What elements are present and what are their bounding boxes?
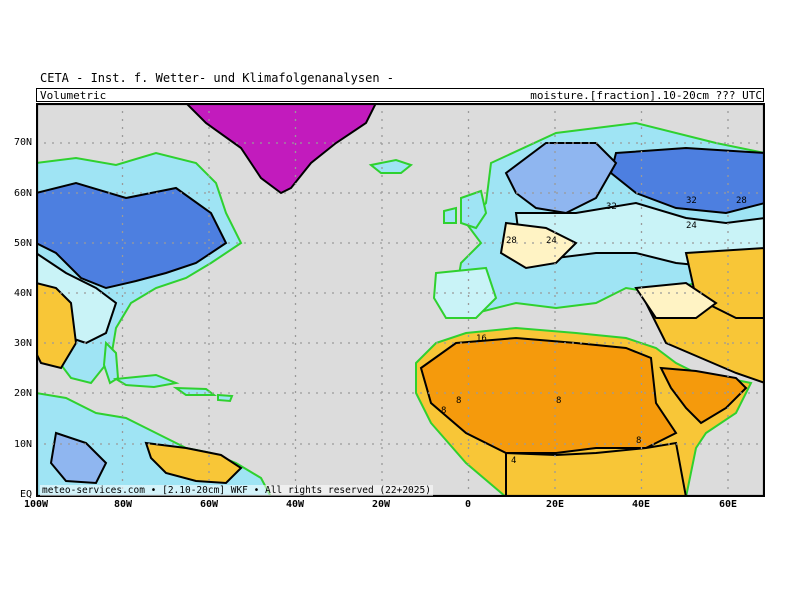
lat-label-70n: 70N xyxy=(13,137,32,148)
map-title: CETA - Inst. f. Wetter- und Klimafolgena… xyxy=(40,71,395,85)
lon-label-80w: 80W xyxy=(113,499,133,510)
contour-label: 8 xyxy=(636,436,641,446)
lat-lon-grid xyxy=(36,103,765,497)
lon-label-20w: 20W xyxy=(371,499,391,510)
variable-label: Volumetric xyxy=(40,89,107,102)
contour-label: 16 xyxy=(476,334,487,344)
map-area: 32 32 28 24 24 28 16 8 4 8 8 8 xyxy=(36,103,765,497)
lat-label-60n: 60N xyxy=(13,188,32,199)
greenland xyxy=(184,103,378,195)
copyright-footer: meteo-services.com • [2.10-20cm] WKF • A… xyxy=(40,485,433,496)
lon-label-40w: 40W xyxy=(285,499,305,510)
iceland xyxy=(368,158,414,174)
contour-label: 28 xyxy=(506,236,517,246)
europe xyxy=(432,121,765,325)
lon-label-40e: 40E xyxy=(631,499,651,510)
contour-label: 24 xyxy=(686,221,697,231)
contour-label: 8 xyxy=(556,396,561,406)
header-bar xyxy=(36,88,764,102)
contour-label: 4 xyxy=(511,456,516,466)
lon-label-20e: 20E xyxy=(545,499,565,510)
central-south-america xyxy=(36,391,273,497)
field-label: moisture.[fraction].10-20cm ??? UTC xyxy=(530,89,762,102)
contour-label: 8 xyxy=(441,406,446,416)
lat-label-40n: 40N xyxy=(13,288,32,299)
map-frame xyxy=(36,103,765,497)
lat-label-eq: EQ xyxy=(19,489,32,500)
contour-label: 8 xyxy=(456,396,461,406)
lon-label-60w: 60W xyxy=(199,499,219,510)
contour-label: 32 xyxy=(686,196,697,206)
contour-label: 32 xyxy=(606,202,617,212)
lat-label-10n: 10N xyxy=(13,439,32,450)
north-america xyxy=(36,151,243,385)
lon-label-0: 0 xyxy=(464,499,472,510)
lat-label-50n: 50N xyxy=(13,238,32,249)
contour-label: 28 xyxy=(736,196,747,206)
contour-label: 24 xyxy=(546,236,557,246)
lat-label-20n: 20N xyxy=(13,388,32,399)
lon-label-60e: 60E xyxy=(718,499,738,510)
caribbean-islands xyxy=(112,373,234,403)
lat-label-30n: 30N xyxy=(13,338,32,349)
lon-label-100w: 100W xyxy=(23,499,49,510)
